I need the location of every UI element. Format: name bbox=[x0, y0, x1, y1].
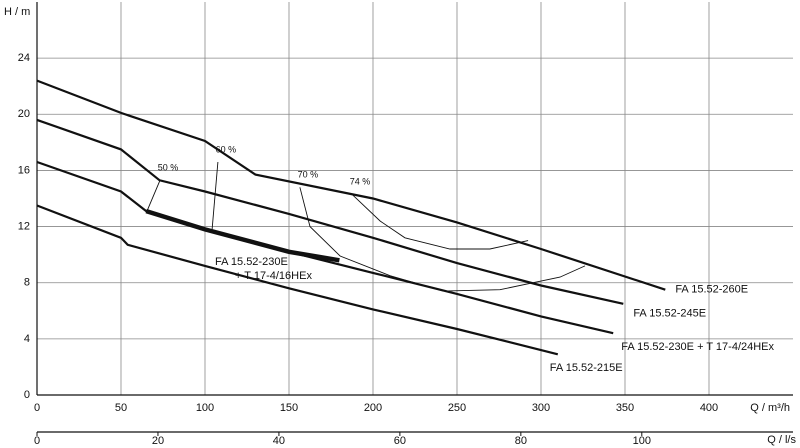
y-tick-label: 20 bbox=[18, 108, 30, 120]
efficiency-label: 60 % bbox=[216, 144, 237, 154]
efficiency-curve bbox=[146, 180, 161, 212]
x-axis-label: Q / m³/h bbox=[750, 402, 790, 414]
x-tick-label: 100 bbox=[196, 402, 214, 414]
pump-curve bbox=[145, 208, 340, 263]
efficiency-label: 70 % bbox=[298, 170, 319, 180]
x2-tick-label: 60 bbox=[394, 435, 406, 447]
x-tick-label: 150 bbox=[280, 402, 298, 414]
y-tick-label: 0 bbox=[24, 389, 30, 401]
y-axis-label: H / m bbox=[4, 6, 30, 18]
x2-tick-label: 20 bbox=[152, 435, 164, 447]
x-tick-label: 50 bbox=[115, 402, 127, 414]
efficiency-curve bbox=[351, 193, 529, 250]
x-tick-label: 200 bbox=[364, 402, 382, 414]
pump-curve bbox=[36, 79, 666, 291]
x-tick-label: 300 bbox=[532, 402, 550, 414]
pump-curve bbox=[36, 204, 559, 356]
y-tick-label: 12 bbox=[18, 220, 30, 232]
curve-label: FA 15.52-245E bbox=[633, 308, 706, 320]
pump-curve bbox=[36, 118, 624, 305]
y-tick-label: 16 bbox=[18, 164, 30, 176]
x2-axis-label: Q / l/s bbox=[767, 434, 796, 446]
efficiency-label: 50 % bbox=[158, 163, 179, 173]
y-tick-label: 4 bbox=[24, 333, 30, 345]
curve-label: FA 15.52-215E bbox=[550, 362, 623, 374]
x2-tick-label: 100 bbox=[633, 435, 651, 447]
y-tick-label: 8 bbox=[24, 277, 30, 289]
efficiency-curve bbox=[211, 161, 219, 230]
curve-label: FA 15.52-230E + T 17-4/24HEx bbox=[621, 341, 774, 353]
x2-tick-label: 80 bbox=[515, 435, 527, 447]
x-tick-label: 0 bbox=[34, 402, 40, 414]
efficiency-curve bbox=[299, 187, 586, 292]
curve-label: FA 15.52-260E bbox=[675, 284, 748, 296]
x-tick-label: 350 bbox=[616, 402, 634, 414]
x2-tick-label: 40 bbox=[273, 435, 285, 447]
x-tick-label: 250 bbox=[448, 402, 466, 414]
curve-label: FA 15.52-230E bbox=[215, 256, 288, 268]
efficiency-label: 74 % bbox=[350, 177, 371, 187]
x2-tick-label: 0 bbox=[34, 435, 40, 447]
x-tick-label: 400 bbox=[700, 402, 718, 414]
y-tick-label: 24 bbox=[18, 52, 30, 64]
